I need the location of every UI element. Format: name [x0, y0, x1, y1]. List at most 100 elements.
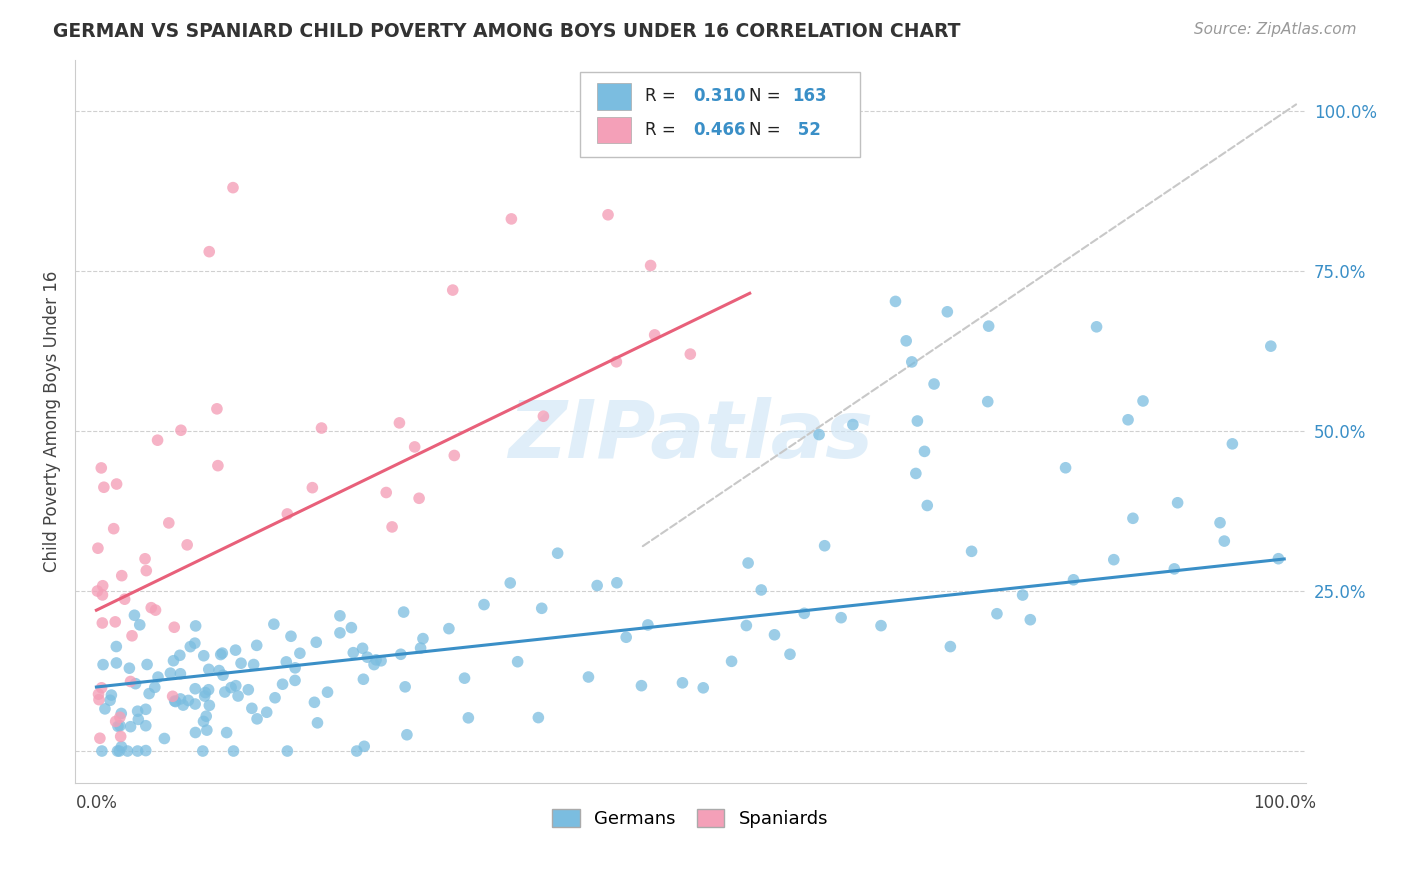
Point: [107, 719, 129, 733]
Point: [214, 685, 236, 699]
Point: [936, 305, 959, 319]
Point: [404, 440, 426, 454]
Point: [692, 681, 714, 695]
Point: [93, 480, 115, 494]
Point: [352, 672, 374, 686]
Point: [208, 664, 231, 678]
Point: [737, 556, 759, 570]
Point: [904, 467, 927, 481]
Text: R =: R =: [645, 87, 681, 105]
Point: [531, 409, 554, 424]
Point: [637, 618, 659, 632]
Point: [392, 605, 415, 619]
Point: [118, 661, 141, 675]
Point: [215, 725, 238, 739]
Point: [194, 685, 217, 699]
Point: [209, 648, 232, 662]
Point: [127, 744, 149, 758]
Point: [225, 679, 247, 693]
Point: [87, 541, 110, 556]
Point: [86, 584, 108, 599]
Point: [342, 646, 364, 660]
Point: [207, 458, 229, 473]
Point: [205, 401, 228, 416]
Point: [316, 685, 339, 699]
Point: [98, 693, 121, 707]
Point: [1054, 460, 1077, 475]
Point: [276, 507, 298, 521]
Point: [194, 689, 217, 703]
Point: [105, 477, 128, 491]
Point: [263, 617, 285, 632]
Point: [163, 620, 186, 634]
Point: [443, 449, 465, 463]
Text: 0.310: 0.310: [693, 87, 745, 105]
Point: [108, 710, 131, 724]
Point: [87, 687, 110, 701]
Point: [104, 615, 127, 629]
Text: R =: R =: [645, 120, 681, 139]
Point: [749, 582, 772, 597]
Point: [176, 538, 198, 552]
Point: [922, 376, 945, 391]
Point: [238, 682, 260, 697]
Point: [91, 615, 114, 630]
Y-axis label: Child Poverty Among Boys Under 16: Child Poverty Among Boys Under 16: [44, 270, 60, 572]
Point: [1085, 319, 1108, 334]
Point: [100, 688, 122, 702]
Point: [121, 629, 143, 643]
Point: [242, 657, 264, 672]
Point: [1167, 496, 1189, 510]
Point: [307, 715, 329, 730]
Point: [108, 744, 131, 758]
Point: [960, 544, 983, 558]
Point: [226, 689, 249, 703]
Point: [191, 744, 214, 758]
Text: 163: 163: [793, 87, 827, 105]
FancyBboxPatch shape: [596, 117, 631, 143]
Point: [222, 744, 245, 758]
Point: [246, 638, 269, 652]
Point: [135, 743, 157, 757]
Point: [138, 687, 160, 701]
Point: [914, 444, 936, 458]
Text: GERMAN VS SPANIARD CHILD POVERTY AMONG BOYS UNDER 16 CORRELATION CHART: GERMAN VS SPANIARD CHILD POVERTY AMONG B…: [53, 22, 960, 41]
Point: [276, 655, 298, 669]
Point: [271, 677, 294, 691]
Point: [1222, 437, 1244, 451]
Point: [195, 709, 218, 723]
Point: [363, 657, 385, 672]
Point: [256, 705, 278, 719]
Point: [735, 618, 758, 632]
Point: [193, 714, 215, 729]
Point: [453, 671, 475, 685]
Point: [136, 657, 159, 672]
Point: [353, 739, 375, 754]
Point: [90, 681, 112, 695]
Point: [408, 491, 430, 506]
Point: [763, 628, 786, 642]
Point: [506, 655, 529, 669]
Point: [472, 598, 495, 612]
Point: [225, 643, 247, 657]
Point: [896, 334, 918, 348]
Point: [499, 576, 522, 591]
Point: [304, 695, 326, 709]
Point: [94, 702, 117, 716]
Point: [264, 690, 287, 705]
Point: [179, 640, 201, 654]
Point: [1163, 562, 1185, 576]
Point: [900, 355, 922, 369]
Point: [394, 680, 416, 694]
Point: [89, 731, 111, 746]
Point: [329, 608, 352, 623]
Point: [578, 670, 600, 684]
Text: Source: ZipAtlas.com: Source: ZipAtlas.com: [1194, 22, 1357, 37]
Point: [163, 694, 186, 708]
Point: [135, 564, 157, 578]
Point: [527, 710, 550, 724]
Point: [679, 347, 702, 361]
Point: [288, 646, 311, 660]
Point: [162, 690, 184, 704]
Point: [276, 744, 298, 758]
